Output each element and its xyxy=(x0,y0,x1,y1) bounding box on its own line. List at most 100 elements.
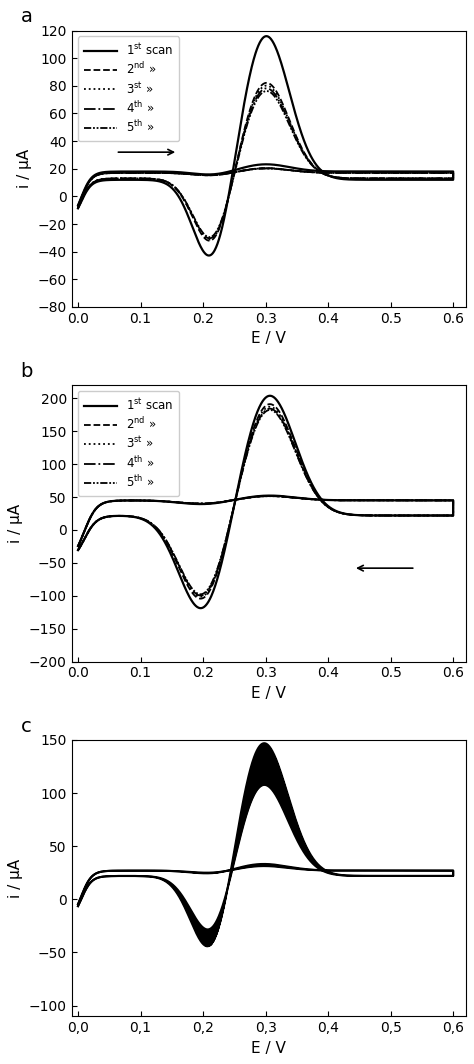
4$^{\mathregular{th}}$ » xyxy=(441,166,447,179)
4$^{\mathregular{th}}$ » xyxy=(441,494,447,506)
3$^{\mathregular{st}}$ » xyxy=(441,494,447,506)
5$^{\mathregular{th}}$ » xyxy=(75,201,81,214)
3$^{\mathregular{st}}$ » xyxy=(210,577,216,589)
5$^{\mathregular{th}}$ » xyxy=(89,519,95,532)
1$^{\mathregular{st}}$ scan xyxy=(308,493,313,505)
2$^{\mathregular{nd}}$ » xyxy=(416,510,421,522)
1$^{\mathregular{st}}$ scan xyxy=(89,519,95,532)
4$^{\mathregular{th}}$ » xyxy=(89,519,95,532)
1$^{\mathregular{st}}$ scan xyxy=(416,510,421,522)
3$^{\mathregular{st}}$ » xyxy=(416,510,421,522)
1$^{\mathregular{st}}$ scan xyxy=(123,494,128,506)
3$^{\mathregular{st}}$ » xyxy=(308,166,313,179)
2$^{\mathregular{nd}}$ » xyxy=(89,177,95,189)
1$^{\mathregular{st}}$ scan xyxy=(267,389,273,402)
3$^{\mathregular{st}}$ » xyxy=(123,494,128,506)
2$^{\mathregular{nd}}$ » xyxy=(207,234,212,247)
4$^{\mathregular{th}}$ » xyxy=(308,493,313,505)
2$^{\mathregular{nd}}$ » xyxy=(308,166,313,179)
Line: 3$^{\mathregular{st}}$ »: 3$^{\mathregular{st}}$ » xyxy=(78,85,453,239)
2$^{\mathregular{nd}}$ » xyxy=(264,77,270,89)
3$^{\mathregular{st}}$ » xyxy=(210,232,216,245)
5$^{\mathregular{th}}$ » xyxy=(123,166,128,179)
1$^{\mathregular{st}}$ scan xyxy=(416,173,421,186)
Y-axis label: i / μA: i / μA xyxy=(9,859,23,898)
2$^{\mathregular{nd}}$ » xyxy=(123,166,128,179)
3$^{\mathregular{st}}$ » xyxy=(264,79,270,92)
2$^{\mathregular{nd}}$ » xyxy=(441,494,447,506)
Y-axis label: i / μA: i / μA xyxy=(9,504,23,543)
3$^{\mathregular{st}}$ » xyxy=(75,200,81,213)
4$^{\mathregular{th}}$ » xyxy=(75,201,81,214)
4$^{\mathregular{th}}$ » xyxy=(89,177,95,189)
3$^{\mathregular{st}}$ » xyxy=(198,591,203,603)
Text: c: c xyxy=(20,717,31,735)
Line: 1$^{\mathregular{st}}$ scan: 1$^{\mathregular{st}}$ scan xyxy=(78,396,453,609)
5$^{\mathregular{th}}$ » xyxy=(267,403,273,416)
1$^{\mathregular{st}}$ scan xyxy=(308,164,313,177)
Line: 2$^{\mathregular{nd}}$ »: 2$^{\mathregular{nd}}$ » xyxy=(78,83,453,240)
1$^{\mathregular{st}}$ scan xyxy=(75,202,81,215)
2$^{\mathregular{nd}}$ » xyxy=(267,398,273,411)
5$^{\mathregular{th}}$ » xyxy=(441,166,447,179)
Line: 1$^{\mathregular{st}}$ scan: 1$^{\mathregular{st}}$ scan xyxy=(78,36,453,255)
2$^{\mathregular{nd}}$ » xyxy=(75,544,81,556)
3$^{\mathregular{st}}$ » xyxy=(441,166,447,179)
Line: 2$^{\mathregular{nd}}$ »: 2$^{\mathregular{nd}}$ » xyxy=(78,404,453,599)
5$^{\mathregular{th}}$ » xyxy=(210,230,216,243)
5$^{\mathregular{th}}$ » xyxy=(308,166,313,179)
Line: 4$^{\mathregular{th}}$ »: 4$^{\mathregular{th}}$ » xyxy=(78,409,453,596)
5$^{\mathregular{th}}$ » xyxy=(308,493,313,505)
4$^{\mathregular{th}}$ » xyxy=(75,200,81,213)
4$^{\mathregular{th}}$ » xyxy=(75,539,81,552)
1$^{\mathregular{st}}$ scan xyxy=(264,30,269,43)
Line: 5$^{\mathregular{th}}$ »: 5$^{\mathregular{th}}$ » xyxy=(78,410,453,595)
3$^{\mathregular{st}}$ » xyxy=(308,493,313,505)
3$^{\mathregular{st}}$ » xyxy=(207,233,212,246)
1$^{\mathregular{st}}$ scan xyxy=(89,178,95,190)
5$^{\mathregular{th}}$ » xyxy=(264,85,270,98)
2$^{\mathregular{nd}}$ » xyxy=(75,539,81,552)
3$^{\mathregular{st}}$ » xyxy=(75,539,81,552)
1$^{\mathregular{st}}$ scan xyxy=(123,165,128,178)
2$^{\mathregular{nd}}$ » xyxy=(416,172,421,185)
1$^{\mathregular{st}}$ scan xyxy=(75,199,81,212)
3$^{\mathregular{st}}$ » xyxy=(75,544,81,556)
2$^{\mathregular{nd}}$ » xyxy=(123,494,128,506)
Legend: 1$^{\mathregular{st}}$ scan, 2$^{\mathregular{nd}}$ », 3$^{\mathregular{st}}$ »,: 1$^{\mathregular{st}}$ scan, 2$^{\mathre… xyxy=(78,392,180,496)
5$^{\mathregular{th}}$ » xyxy=(75,200,81,213)
Y-axis label: i / μA: i / μA xyxy=(17,149,32,188)
3$^{\mathregular{st}}$ » xyxy=(416,172,421,185)
Line: 3$^{\mathregular{st}}$ »: 3$^{\mathregular{st}}$ » xyxy=(78,406,453,597)
4$^{\mathregular{th}}$ » xyxy=(198,589,203,602)
4$^{\mathregular{th}}$ » xyxy=(123,494,128,506)
5$^{\mathregular{th}}$ » xyxy=(441,494,447,506)
4$^{\mathregular{th}}$ » xyxy=(210,231,216,244)
2$^{\mathregular{nd}}$ » xyxy=(89,519,95,532)
5$^{\mathregular{th}}$ » xyxy=(89,177,95,189)
2$^{\mathregular{nd}}$ » xyxy=(75,200,81,213)
Legend: 1$^{\mathregular{st}}$ scan, 2$^{\mathregular{nd}}$ », 3$^{\mathregular{st}}$ »,: 1$^{\mathregular{st}}$ scan, 2$^{\mathre… xyxy=(78,36,180,142)
3$^{\mathregular{st}}$ » xyxy=(89,177,95,189)
4$^{\mathregular{th}}$ » xyxy=(308,166,313,179)
4$^{\mathregular{th}}$ » xyxy=(75,544,81,556)
4$^{\mathregular{th}}$ » xyxy=(264,82,270,95)
2$^{\mathregular{nd}}$ » xyxy=(198,593,203,605)
3$^{\mathregular{st}}$ » xyxy=(89,519,95,532)
5$^{\mathregular{th}}$ » xyxy=(198,588,203,601)
4$^{\mathregular{th}}$ » xyxy=(210,576,216,588)
5$^{\mathregular{th}}$ » xyxy=(75,539,81,552)
1$^{\mathregular{st}}$ scan xyxy=(210,247,216,260)
Line: 4$^{\mathregular{th}}$ »: 4$^{\mathregular{th}}$ » xyxy=(78,88,453,238)
2$^{\mathregular{nd}}$ » xyxy=(441,166,447,179)
3$^{\mathregular{st}}$ » xyxy=(75,201,81,214)
1$^{\mathregular{st}}$ scan xyxy=(441,494,447,506)
5$^{\mathregular{th}}$ » xyxy=(416,172,421,185)
2$^{\mathregular{nd}}$ » xyxy=(75,201,81,214)
5$^{\mathregular{th}}$ » xyxy=(210,575,216,587)
4$^{\mathregular{th}}$ » xyxy=(416,172,421,185)
5$^{\mathregular{th}}$ » xyxy=(123,494,128,506)
1$^{\mathregular{st}}$ scan xyxy=(198,602,203,615)
X-axis label: E / V: E / V xyxy=(251,686,286,701)
5$^{\mathregular{th}}$ » xyxy=(207,231,212,244)
